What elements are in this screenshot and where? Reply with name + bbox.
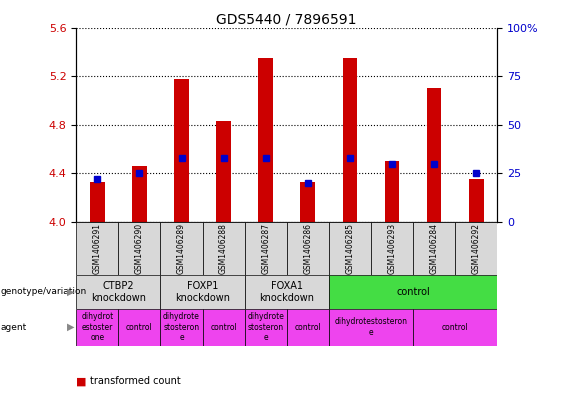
Bar bbox=[469, 180, 484, 222]
Text: control: control bbox=[396, 287, 430, 297]
Text: ▶: ▶ bbox=[67, 322, 74, 332]
Bar bbox=[132, 166, 147, 222]
Text: GSM1406287: GSM1406287 bbox=[261, 223, 270, 274]
Bar bbox=[160, 309, 202, 346]
Bar bbox=[245, 275, 329, 309]
Text: FOXA1
knockdown: FOXA1 knockdown bbox=[259, 281, 314, 303]
Bar bbox=[342, 58, 357, 222]
Bar bbox=[371, 222, 413, 275]
Text: GSM1406284: GSM1406284 bbox=[429, 223, 438, 274]
Text: dihydrot
estoster
one: dihydrot estoster one bbox=[81, 312, 114, 342]
Text: GSM1406292: GSM1406292 bbox=[472, 223, 481, 274]
Text: agent: agent bbox=[1, 323, 27, 332]
Text: ▶: ▶ bbox=[67, 287, 74, 297]
Text: dihydrote
stosteron
e: dihydrote stosteron e bbox=[163, 312, 200, 342]
Text: GSM1406290: GSM1406290 bbox=[135, 223, 144, 274]
Bar bbox=[76, 309, 119, 346]
Bar bbox=[245, 222, 287, 275]
Text: GSM1406293: GSM1406293 bbox=[388, 223, 397, 274]
Bar bbox=[119, 222, 160, 275]
Bar bbox=[413, 309, 497, 346]
Text: GSM1406286: GSM1406286 bbox=[303, 223, 312, 274]
Bar bbox=[216, 121, 231, 222]
Text: transformed count: transformed count bbox=[90, 376, 181, 386]
Text: dihydrotestosteron
e: dihydrotestosteron e bbox=[334, 318, 407, 337]
Bar bbox=[174, 79, 189, 222]
Text: FOXP1
knockdown: FOXP1 knockdown bbox=[175, 281, 230, 303]
Text: GSM1406288: GSM1406288 bbox=[219, 223, 228, 274]
Bar bbox=[90, 182, 105, 222]
Bar bbox=[245, 309, 287, 346]
Text: ■: ■ bbox=[76, 376, 87, 386]
Bar bbox=[287, 309, 329, 346]
Bar bbox=[76, 222, 119, 275]
Text: GSM1406291: GSM1406291 bbox=[93, 223, 102, 274]
Bar bbox=[258, 58, 273, 222]
Text: CTBP2
knockdown: CTBP2 knockdown bbox=[91, 281, 146, 303]
Title: GDS5440 / 7896591: GDS5440 / 7896591 bbox=[216, 12, 357, 26]
Bar bbox=[160, 222, 202, 275]
Text: dihydrote
stosteron
e: dihydrote stosteron e bbox=[247, 312, 284, 342]
Text: control: control bbox=[294, 323, 321, 332]
Text: genotype/variation: genotype/variation bbox=[1, 287, 87, 296]
Text: GSM1406285: GSM1406285 bbox=[345, 223, 354, 274]
Bar bbox=[287, 222, 329, 275]
Bar bbox=[301, 182, 315, 222]
Bar bbox=[455, 222, 497, 275]
Bar bbox=[329, 309, 413, 346]
Bar bbox=[385, 161, 399, 222]
Bar bbox=[76, 275, 160, 309]
Bar bbox=[329, 222, 371, 275]
Text: control: control bbox=[442, 323, 468, 332]
Bar bbox=[427, 88, 441, 222]
Text: control: control bbox=[126, 323, 153, 332]
Bar bbox=[202, 222, 245, 275]
Text: control: control bbox=[210, 323, 237, 332]
Text: GSM1406289: GSM1406289 bbox=[177, 223, 186, 274]
Bar bbox=[160, 275, 245, 309]
Bar bbox=[202, 309, 245, 346]
Bar bbox=[413, 222, 455, 275]
Bar bbox=[119, 309, 160, 346]
Bar bbox=[329, 275, 497, 309]
